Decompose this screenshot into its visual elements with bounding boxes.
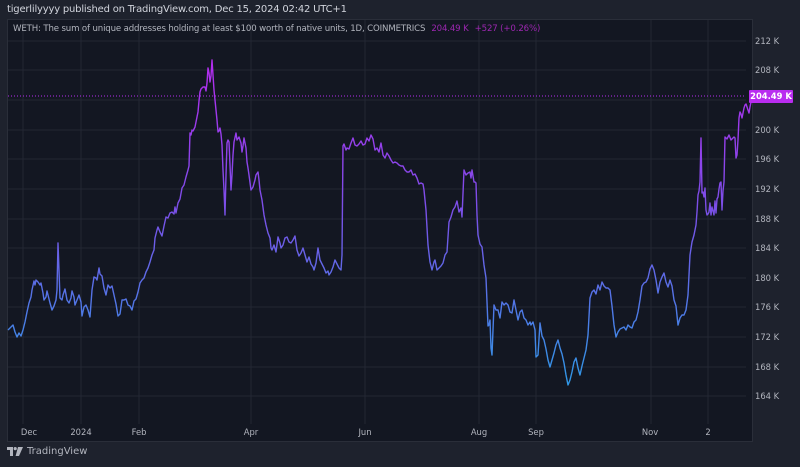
x-tick: Sep — [528, 427, 544, 437]
y-tick: 188 K — [755, 214, 780, 224]
x-tick: Apr — [243, 427, 259, 437]
y-tick: 164 K — [755, 391, 780, 401]
data-line — [7, 59, 754, 386]
legend-value: 204.49 K — [431, 24, 469, 34]
published-info: tigerlilyyyy published on TradingView.co… — [7, 4, 347, 15]
x-tick: Feb — [131, 427, 147, 437]
y-tick: 212 K — [755, 36, 780, 46]
y-tick: 208 K — [755, 65, 780, 75]
tradingview-logo-icon — [7, 447, 23, 456]
grid-lines — [8, 20, 746, 424]
chart-pane[interactable] — [7, 19, 753, 442]
x-tick: 2024 — [70, 427, 92, 437]
x-tick: Aug — [470, 427, 488, 437]
legend-title: WETH: The sum of unique addresses holdin… — [13, 24, 426, 34]
y-tick: 196 K — [755, 154, 780, 164]
x-tick: Dec — [20, 427, 38, 437]
legend-change: +527 (+0.26%) — [474, 24, 541, 34]
x-tick: 2 — [705, 427, 711, 437]
y-tick: 172 K — [755, 332, 780, 342]
x-tick: Jun — [358, 427, 372, 437]
tradingview-brand[interactable]: TradingView — [7, 446, 87, 457]
y-tick: 180 K — [755, 273, 780, 283]
y-tick: 200 K — [755, 125, 780, 135]
y-tick: 192 K — [755, 184, 780, 194]
y-tick: 184 K — [755, 243, 780, 253]
chart-legend: WETH: The sum of unique addresses holdin… — [13, 24, 540, 34]
brand-name: TradingView — [27, 446, 88, 457]
last-price-tag: 204.49 K — [749, 90, 793, 103]
y-tick: 176 K — [755, 302, 780, 312]
y-tick: 168 K — [755, 362, 780, 372]
x-tick: Nov — [641, 427, 659, 437]
